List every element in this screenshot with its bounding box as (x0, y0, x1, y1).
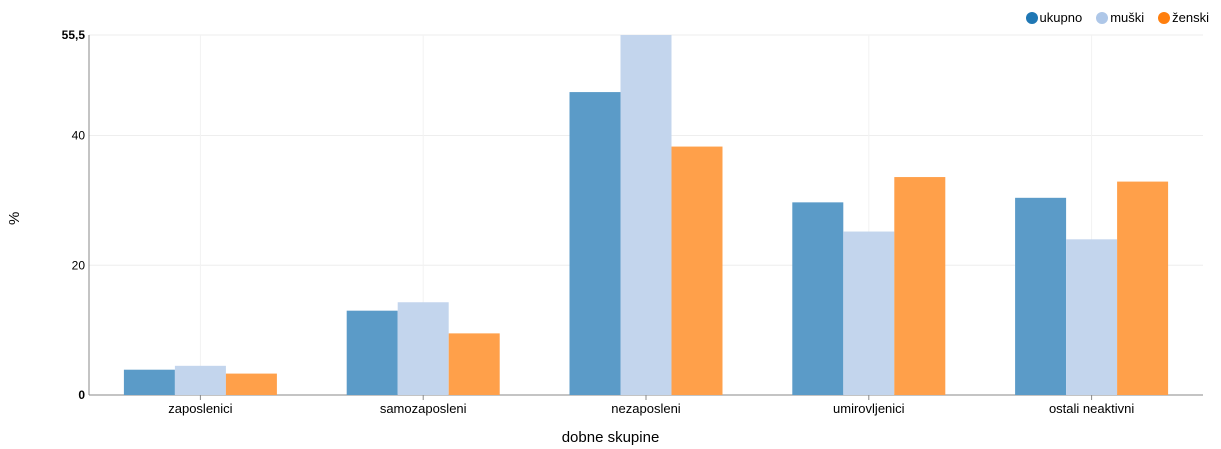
legend-swatch (1025, 11, 1038, 24)
y-tick-label: 55,5 (62, 28, 86, 42)
bar-ukupno-ostali-neaktivni (1015, 197, 1067, 395)
y-tick-label: 40 (72, 129, 86, 143)
x-tick-label: samozaposleni (380, 401, 467, 416)
bar-ukupno-nezaposleni (569, 92, 621, 395)
bar-muški-zaposlenici (174, 365, 226, 395)
legend-label: ukupno (1039, 10, 1083, 25)
bar-ukupno-umirovljenici (792, 202, 844, 395)
bar-ženski-ostali-neaktivni (1117, 181, 1169, 395)
y-axis-label: % (6, 211, 23, 225)
legend-item[interactable]: ženski (1158, 10, 1209, 25)
legend-swatch (1096, 11, 1109, 24)
bar-muški-samozaposleni (397, 302, 449, 395)
bar-muški-umirovljenici (843, 231, 895, 395)
bar-muški-ostali-neaktivni (1066, 239, 1118, 395)
bar-ukupno-zaposlenici (123, 369, 175, 395)
legend-item[interactable]: muški (1096, 10, 1144, 25)
chart-legend: ukupno muški ženski (1025, 10, 1209, 25)
x-tick-label: nezaposleni (611, 401, 680, 416)
bar-ženski-umirovljenici (894, 177, 946, 395)
legend-label: muški (1110, 10, 1145, 25)
x-tick-label: zaposlenici (168, 401, 232, 416)
bar-ženski-zaposlenici (225, 373, 277, 395)
x-tick-label: ostali neaktivni (1049, 401, 1134, 416)
bar-ukupno-samozaposleni (346, 310, 398, 395)
x-tick-label: umirovljenici (833, 401, 905, 416)
legend-label: ženski (1172, 10, 1209, 25)
y-tick-label: 0 (78, 388, 85, 402)
x-axis-label: dobne skupine (561, 429, 660, 446)
legend-swatch (1158, 11, 1171, 24)
bar-muški-nezaposleni (620, 35, 672, 395)
legend-item[interactable]: ukupno (1025, 10, 1083, 25)
y-tick-label: 20 (72, 258, 86, 272)
bar-ženski-nezaposleni (671, 146, 723, 395)
bar-ženski-samozaposleni (448, 333, 500, 395)
